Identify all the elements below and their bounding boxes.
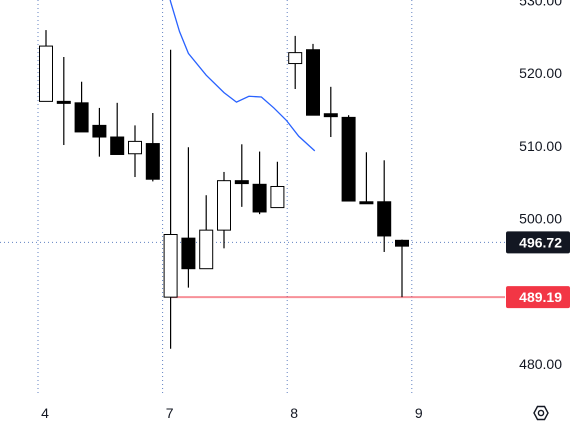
candle [39,30,53,102]
last-price-tag-text: 496.72 [519,234,562,250]
support-price-tag: 489.19 [506,286,570,309]
candle-body-down [56,100,71,104]
candle [288,35,303,90]
candle-body-up [199,229,214,270]
candle [56,56,71,146]
y-tick-label: 520.00 [519,65,562,81]
support-price-tag-text: 489.19 [519,289,562,305]
hexagon-gear-icon [533,405,549,421]
y-tick-label: 510.00 [519,138,562,154]
candle [395,239,409,298]
candle [270,161,285,209]
moving-average-line [169,0,316,152]
x-tick-label: 4 [41,405,49,421]
gear-center-icon [537,409,545,417]
candle-body-up [288,52,303,65]
candle [217,171,231,249]
x-tick-label: 9 [415,405,423,421]
candle [359,152,374,205]
candle [128,125,142,178]
candle-body-up [39,45,53,102]
candle [252,151,267,215]
candle-body-up [163,234,178,298]
candle [323,86,338,138]
candle-body-up [270,185,285,209]
candle [377,160,392,252]
candle-body-down [110,136,125,155]
support-price-tag-bg [506,286,570,309]
candle [110,102,125,155]
candle [199,195,214,270]
candle [92,107,107,157]
candle [163,49,178,349]
y-tick-label: 480.00 [519,356,562,372]
candle-body-down [377,201,392,237]
x-axis[interactable]: 4 7 8 9 [41,405,423,421]
candle-body-down [395,239,409,247]
candle-body-down [341,116,356,202]
candle-body-down [359,201,374,205]
candle-body-down [92,124,107,138]
x-tick-label: 7 [166,405,174,421]
candle [74,81,89,133]
candle-body-down [323,113,338,118]
settings-button[interactable] [533,405,549,421]
last-price-tag: 496.72 [506,231,570,254]
candle [306,43,320,116]
y-tick-label: 530.00 [519,0,562,8]
candle-body-down [74,102,89,133]
y-tick-label: 500.00 [519,211,562,227]
candle [234,144,249,207]
candles [39,30,409,349]
candle-body-down [181,237,196,270]
candle-body-down [252,183,267,213]
candle-body-up [128,140,142,155]
x-tick-label: 8 [290,405,298,421]
candle-body-down [306,49,320,116]
grid [0,0,505,396]
price-tags: 496.72 489.19 [506,231,570,309]
candle [145,113,160,182]
candle [341,115,356,202]
candle [181,147,196,288]
candle-body-up [217,180,231,231]
candle-body-down [234,180,249,185]
last-price-tag-bg [506,231,570,254]
candle-body-down [145,143,160,180]
moving-average [169,0,316,152]
